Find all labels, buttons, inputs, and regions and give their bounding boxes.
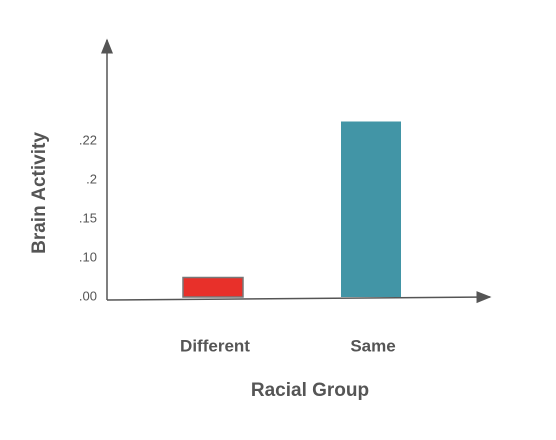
y-axis-label: Brain Activity [29, 132, 50, 254]
x-tick-label: Different [180, 336, 250, 355]
y-tick-label: .2 [86, 171, 97, 186]
y-tick-label: .15 [79, 210, 97, 225]
y-tick-label: .00 [79, 288, 97, 303]
x-axis-label: Racial Group [251, 380, 369, 401]
bar [341, 121, 401, 297]
bar [182, 276, 244, 298]
y-tick-label: .10 [79, 249, 97, 264]
y-tick-label: .22 [79, 132, 97, 147]
x-tick-label: Same [350, 336, 395, 355]
x-axis [106, 291, 492, 304]
